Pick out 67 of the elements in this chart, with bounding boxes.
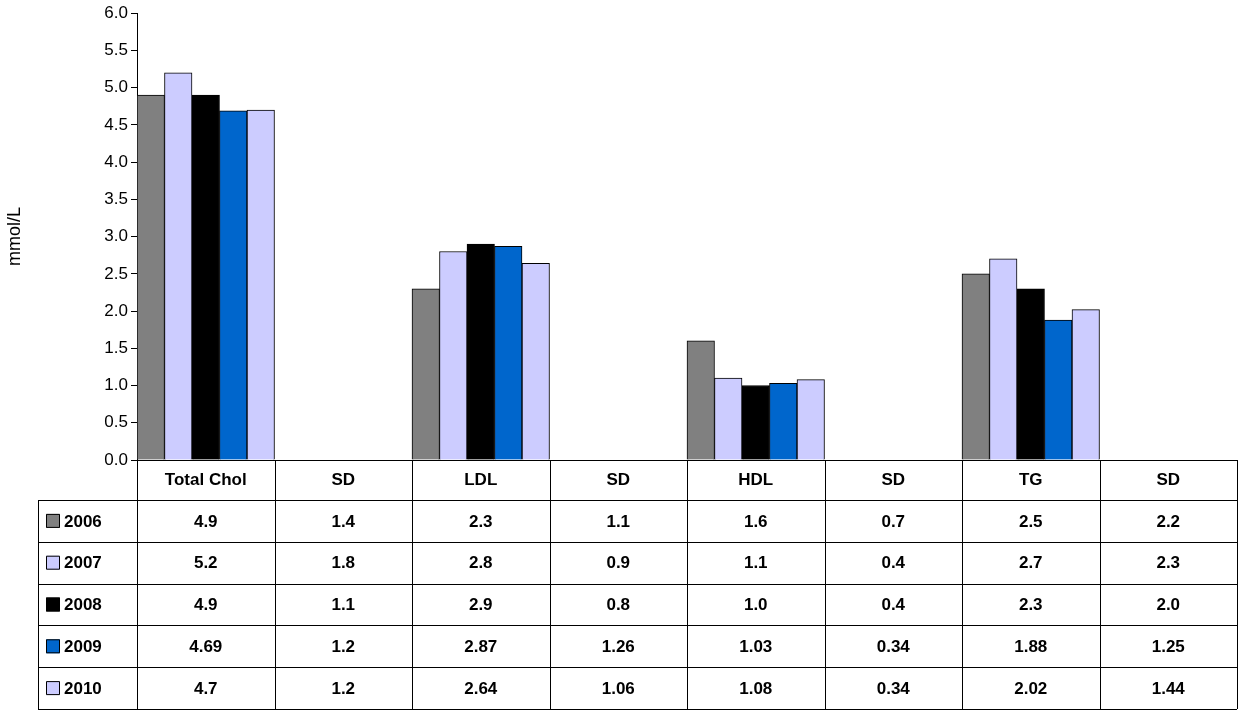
y-tick-label: 2.0 [104, 300, 128, 320]
y-tick-label: 1.0 [104, 375, 128, 395]
text: 2.0 [1156, 595, 1181, 615]
text: 0.8 [606, 595, 631, 615]
text: 1.25 [1151, 636, 1185, 656]
x-tick-label: SD [331, 469, 356, 489]
data-label: 5.2 [193, 553, 218, 573]
text: 1.26 [601, 636, 635, 656]
text: 1.44 [1151, 678, 1185, 698]
text: 1.2 [331, 678, 356, 698]
y-tick-label: 5.0 [104, 77, 128, 97]
data-label: 2.64 [464, 678, 498, 698]
x-tick-label: SD [1156, 469, 1181, 489]
y-tick-label: 3.5 [104, 189, 128, 209]
x-tick-label: SD [881, 469, 906, 489]
data-label: 2.3 [468, 511, 493, 531]
x-tick-label: HDL [738, 469, 774, 489]
data-label: 2.7 [1018, 553, 1043, 573]
data-label: 4.69 [189, 636, 223, 656]
text: 0.4 [881, 595, 906, 615]
y-tick-label: 0.0 [104, 449, 128, 469]
data-label: 2.9 [468, 595, 493, 615]
x-tick-label: TG [1018, 469, 1043, 489]
text: 0.34 [876, 636, 910, 656]
legend-label: 2010 [64, 678, 102, 698]
y-tick-label: 4.5 [104, 114, 128, 134]
y-tick-label: 4.0 [104, 151, 128, 171]
legend-label: 2007 [64, 553, 102, 573]
data-label: 1.1 [743, 553, 768, 573]
data-label: 2.02 [1014, 678, 1048, 698]
data-label: 2.3 [1018, 595, 1043, 615]
data-label: 2.5 [1018, 511, 1043, 531]
data-label: 1.03 [739, 636, 773, 656]
text: 0.4 [881, 553, 906, 573]
text: 1.2 [331, 636, 356, 656]
text: 1.06 [601, 678, 635, 698]
legend-label: 2006 [64, 511, 102, 531]
legend-label: 2009 [64, 636, 102, 656]
data-label: 4.9 [193, 511, 218, 531]
y-tick-label: 1.5 [104, 337, 128, 357]
text: 2.2 [1156, 511, 1181, 531]
data-label: 1.88 [1014, 636, 1048, 656]
data-label: 4.9 [193, 595, 218, 615]
y-tick-label: 6.0 [104, 2, 128, 22]
data-label: 1.08 [739, 678, 773, 698]
y-tick-label: 0.5 [104, 412, 128, 432]
data-label: 1.6 [743, 511, 768, 531]
text: 1.1 [331, 595, 356, 615]
x-tick-label: LDL [464, 469, 498, 489]
data-label: 2.8 [468, 553, 493, 573]
x-tick-label: SD [606, 469, 631, 489]
text: 1.8 [331, 553, 356, 573]
data-label: 1.0 [743, 595, 768, 615]
text: 0.34 [876, 678, 910, 698]
y-tick-label: 3.0 [104, 226, 128, 246]
text: 2.3 [1156, 553, 1181, 573]
text: 1.4 [331, 511, 356, 531]
text: 1.1 [606, 511, 631, 531]
legend-label: 2008 [64, 595, 102, 615]
data-label: 2.87 [464, 636, 498, 656]
y-axis-title: mmol/L [3, 207, 24, 267]
data-label: 4.7 [193, 678, 218, 698]
text: 0.9 [606, 553, 631, 573]
x-tick-label: Total Chol [164, 469, 247, 489]
text: 0.7 [881, 511, 906, 531]
y-tick-label: 5.5 [104, 40, 128, 60]
y-tick-label: 2.5 [104, 263, 128, 283]
